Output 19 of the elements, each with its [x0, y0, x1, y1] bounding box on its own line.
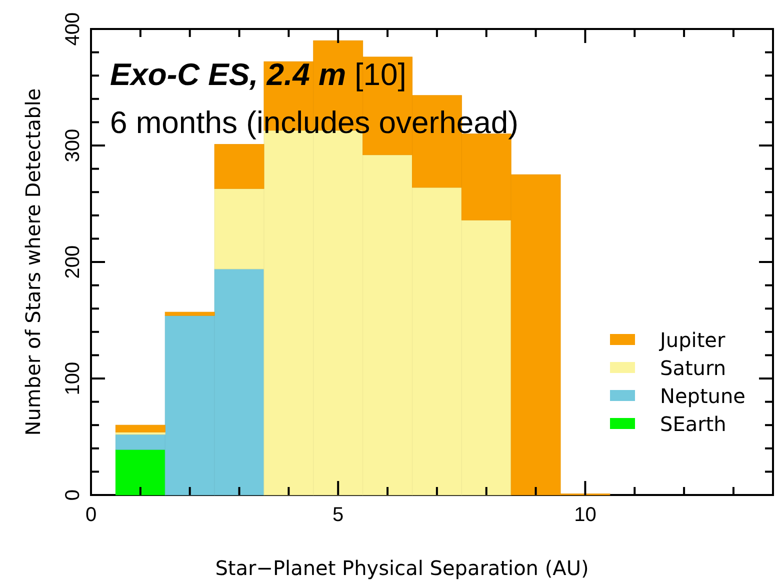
bar — [214, 144, 264, 189]
legend-label: SEarth — [660, 412, 726, 436]
y-tick-label: 400 — [62, 12, 84, 46]
legend-label: Jupiter — [658, 328, 726, 352]
legend-label: Saturn — [660, 356, 726, 380]
bar — [115, 424, 166, 432]
x-tick-label: 10 — [574, 504, 596, 526]
annotation: Exo-C ES, 2.4 m — [110, 57, 346, 92]
y-tick-label: 300 — [62, 128, 84, 162]
y-axis-title: Number of Stars where Detectable — [21, 88, 45, 436]
y-tick-label: 0 — [62, 489, 84, 501]
x-axis-title: Star−Planet Physical Separation (AU) — [215, 556, 589, 580]
y-tick-label: 100 — [62, 362, 84, 396]
bar — [115, 449, 166, 496]
y-tick-label: 200 — [62, 245, 84, 279]
x-tick-label: 5 — [332, 504, 344, 526]
annotation: [10] — [346, 57, 406, 92]
bar — [164, 312, 215, 316]
legend-label: Neptune — [660, 384, 746, 408]
